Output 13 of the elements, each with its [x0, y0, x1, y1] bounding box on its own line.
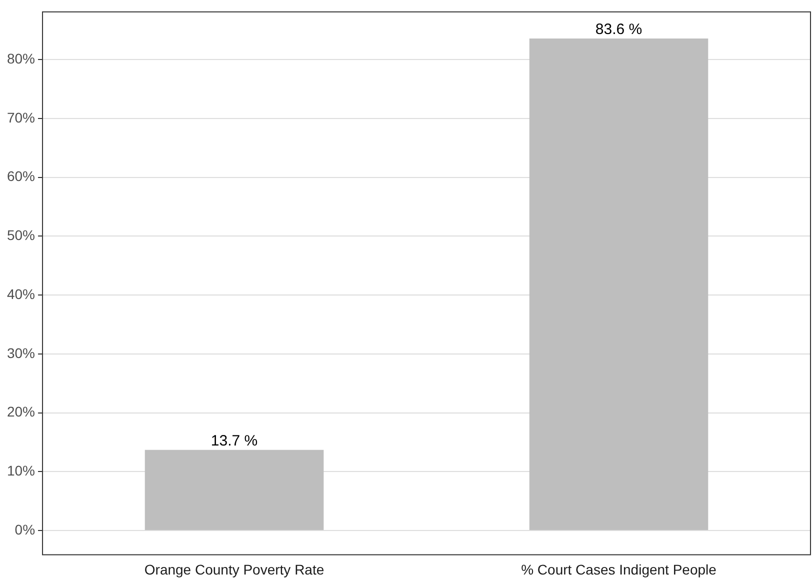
y-tick-label: 70% [6, 109, 36, 126]
y-tick-label: 50% [6, 227, 36, 244]
y-tick-label: 30% [6, 344, 36, 361]
y-tick-label: 40% [6, 286, 36, 302]
y-tick-label: 60% [6, 168, 36, 184]
y-tick-label: 10% [6, 462, 36, 478]
y-tick-label: 0% [14, 521, 36, 538]
y-tick-label: 80% [6, 50, 36, 67]
y-tick-label: 20% [6, 404, 36, 420]
x-tick-label: % Court Cases Indigent People [521, 561, 717, 578]
data-label: 13.7 % [210, 432, 258, 450]
x-tick-label: Orange County Poverty Rate [144, 561, 324, 578]
data-label: 83.6 % [595, 21, 642, 38]
